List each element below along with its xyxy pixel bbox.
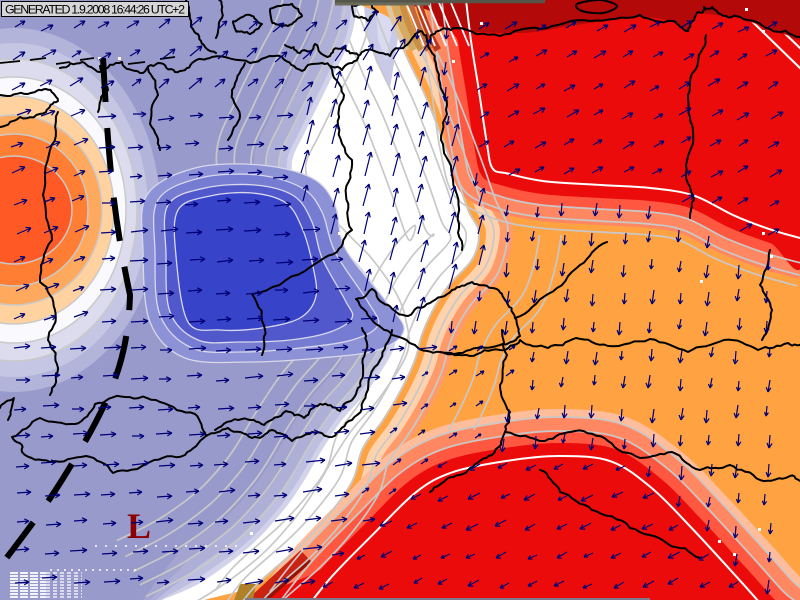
svg-text:L: L xyxy=(127,506,151,546)
svg-text:GENERATED 1.9.2008 16:44:26 UT: GENERATED 1.9.2008 16:44:26 UTC+2 xyxy=(5,3,185,17)
